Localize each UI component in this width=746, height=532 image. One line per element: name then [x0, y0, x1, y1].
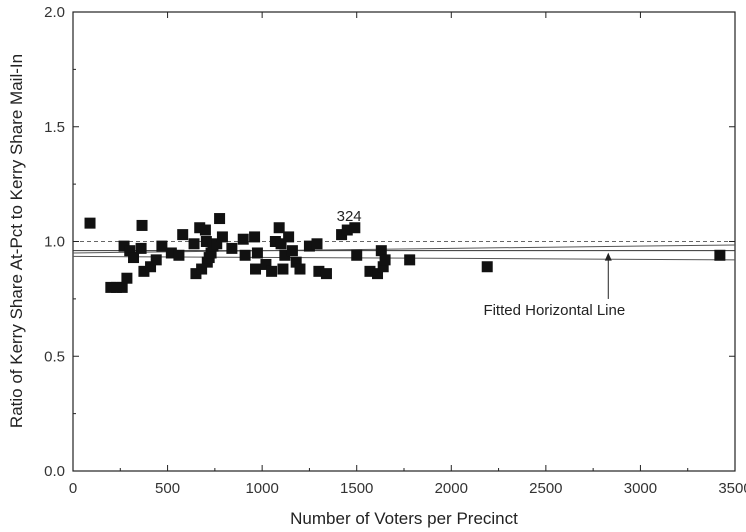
data-point	[313, 265, 325, 277]
data-point	[188, 238, 200, 250]
y-tick-label: 1.0	[44, 234, 65, 251]
point-label-324: 324	[337, 208, 362, 225]
data-point	[177, 229, 189, 241]
x-axis-title: Number of Voters per Precinct	[290, 509, 518, 528]
data-point	[481, 261, 493, 273]
data-point	[135, 242, 147, 254]
data-point	[239, 249, 251, 261]
x-tick-label: 0	[69, 480, 77, 497]
data-point	[205, 247, 217, 259]
x-tick-label: 3000	[624, 480, 657, 497]
data-point	[279, 249, 291, 261]
data-point	[375, 245, 387, 257]
data-point	[211, 238, 223, 250]
data-point	[214, 213, 226, 225]
data-point	[277, 263, 289, 275]
annotation-arrow-head	[604, 252, 612, 261]
data-point	[266, 265, 278, 277]
data-point	[364, 265, 376, 277]
x-tick-label: 1500	[340, 480, 373, 497]
data-point	[377, 261, 389, 273]
x-tick-label: 2500	[529, 480, 562, 497]
data-point	[116, 281, 128, 293]
data-point	[251, 247, 263, 259]
data-point	[404, 254, 416, 266]
data-point	[124, 245, 136, 257]
y-tick-label: 0.0	[44, 463, 65, 480]
data-point	[216, 231, 228, 243]
data-point	[121, 272, 133, 284]
data-point	[379, 254, 391, 266]
data-point	[196, 263, 208, 275]
data-points	[84, 213, 726, 293]
data-point	[303, 240, 315, 252]
data-point	[269, 236, 281, 247]
data-point	[286, 245, 298, 257]
data-point	[118, 240, 130, 252]
fitted-line-label: Fitted Horizontal Line	[483, 302, 625, 319]
data-point	[249, 231, 261, 243]
data-point	[250, 263, 262, 275]
data-point	[311, 238, 323, 250]
data-point	[349, 222, 361, 234]
annotations: 324 Fitted Horizontal Line	[337, 208, 626, 319]
data-point	[128, 252, 140, 264]
x-tick-label: 2000	[435, 480, 468, 497]
data-point	[200, 236, 212, 247]
data-point	[226, 242, 238, 254]
data-point	[194, 222, 206, 234]
y-tick-label: 0.5	[44, 348, 65, 365]
data-point	[145, 261, 157, 273]
data-point	[237, 233, 249, 245]
data-point	[336, 229, 348, 241]
data-point	[105, 281, 117, 293]
data-point	[199, 224, 211, 236]
data-point	[320, 268, 332, 280]
data-point	[84, 217, 96, 229]
data-point	[150, 254, 162, 266]
data-point	[260, 258, 272, 270]
x-tick-label: 500	[155, 480, 180, 497]
data-point	[273, 222, 285, 234]
data-point	[372, 268, 384, 280]
data-point	[111, 281, 123, 293]
data-point	[275, 238, 287, 250]
y-tick-label: 1.5	[44, 119, 65, 136]
y-axis-title: Ratio of Kerry Share At-Pct to Kerry Sha…	[7, 54, 26, 428]
x-tick-label: 1000	[245, 480, 278, 497]
data-point	[138, 265, 150, 277]
data-point	[190, 268, 202, 280]
data-point	[165, 247, 177, 259]
data-point	[351, 249, 363, 261]
data-point	[341, 224, 353, 236]
data-point	[173, 249, 185, 261]
data-point	[283, 231, 295, 243]
data-point	[156, 240, 168, 252]
data-point	[714, 249, 726, 261]
data-point	[290, 256, 302, 268]
y-tick-label: 2.0	[44, 4, 65, 21]
data-point	[294, 263, 306, 275]
data-point	[136, 219, 148, 231]
